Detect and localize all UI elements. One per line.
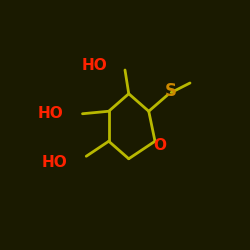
Text: HO: HO [38, 106, 64, 120]
Text: S: S [165, 82, 177, 100]
Text: HO: HO [42, 155, 68, 170]
Text: O: O [154, 138, 166, 153]
Text: HO: HO [82, 58, 108, 72]
